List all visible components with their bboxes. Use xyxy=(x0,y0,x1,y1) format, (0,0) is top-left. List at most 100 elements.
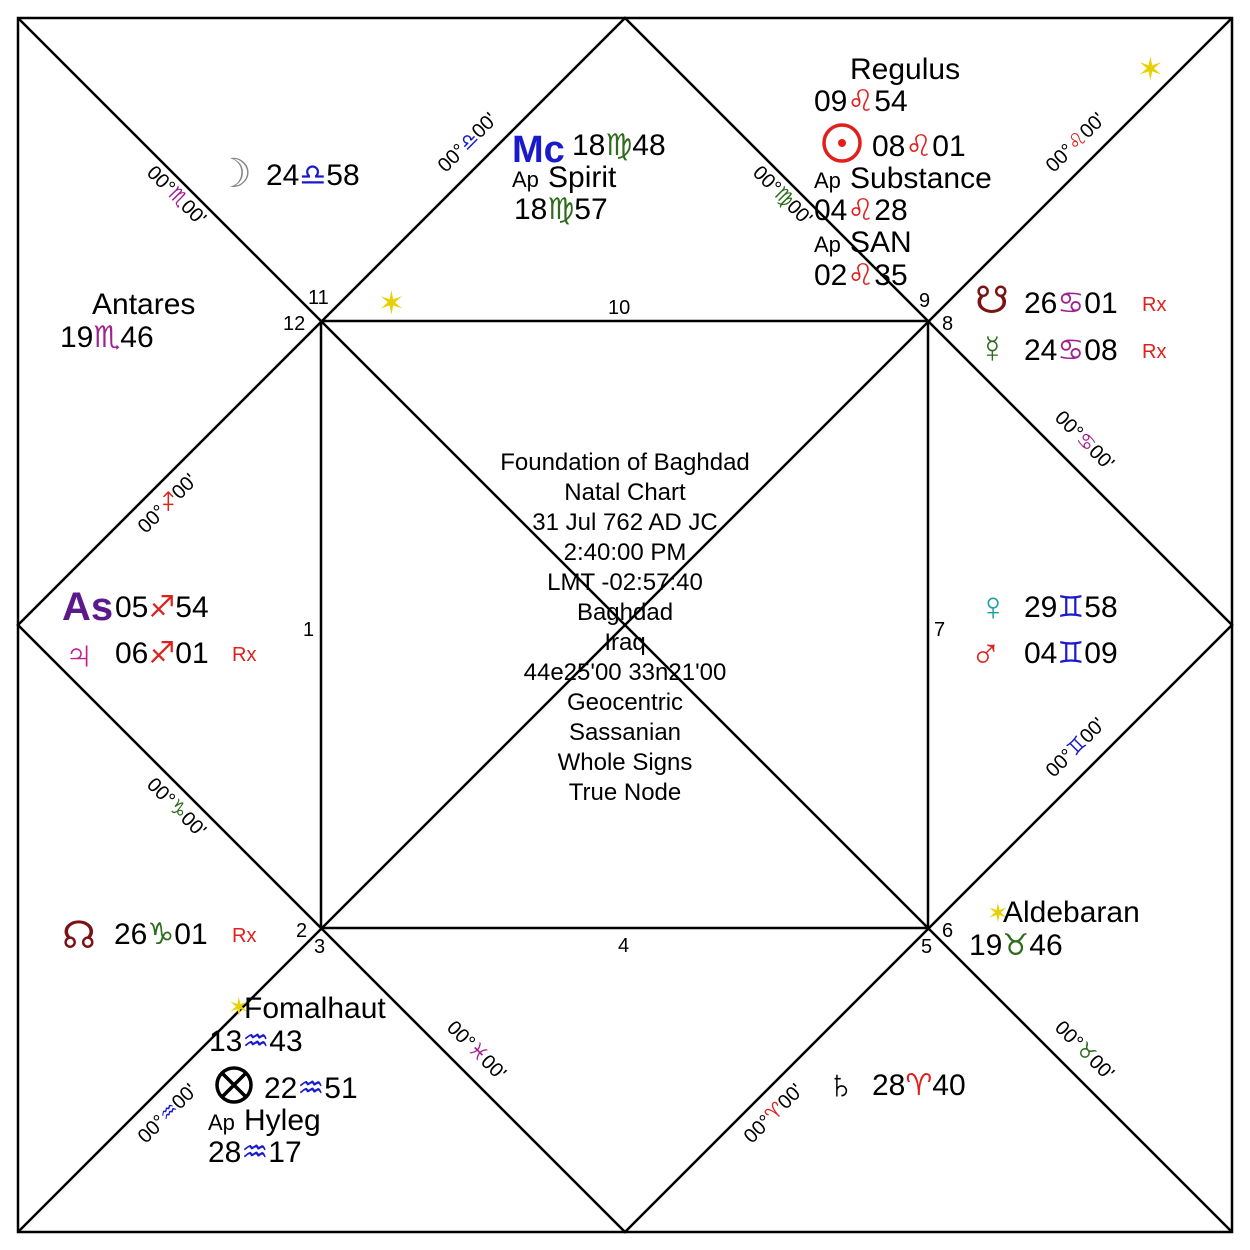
venus-icon: ♀ xyxy=(978,585,1008,629)
house-numbers: 1 2 3 4 5 6 7 8 9 10 11 12 xyxy=(283,287,953,958)
inner-diamond xyxy=(16,16,1234,1234)
spirit-degree: 18♍57 xyxy=(514,193,608,226)
cusp-scorpio: 00°♏00' xyxy=(142,162,210,230)
cusp-sagittarius: 00°♐00' xyxy=(134,470,202,538)
fomalhaut-degree: 13♒43 xyxy=(209,1025,303,1058)
inner-square xyxy=(319,319,930,930)
sun-degree: 08♌01 xyxy=(872,130,966,163)
jupiter-retro: Rx xyxy=(232,644,256,666)
chart-geocentric: Geocentric xyxy=(567,689,683,716)
mc-position: Mc 18♍48 Ap Spirit 18♍57 xyxy=(512,129,666,226)
ascendant-degree: 05♐54 xyxy=(115,591,209,624)
chart-time: 2:40:00 PM xyxy=(564,539,687,566)
house-number-5: 5 xyxy=(921,936,932,958)
sun-icon xyxy=(822,123,862,163)
moon-degree: 24♎58 xyxy=(266,159,360,192)
chart-ayanamsa: Sassanian xyxy=(569,719,681,746)
house-number-1: 1 xyxy=(303,619,314,641)
cusp-aquarius: 00°♒00' xyxy=(134,1080,202,1148)
cusp-cancer: 00°♋00' xyxy=(1050,407,1118,475)
house8-planets: ☋ 26♋01 Rx ☿ 24♋08 Rx xyxy=(975,280,1166,371)
north-node-icon: ☊ xyxy=(62,915,96,957)
star-icon: ✶ xyxy=(228,992,250,1022)
house-number-10: 10 xyxy=(608,297,630,319)
mercury-retro: Rx xyxy=(1142,341,1166,363)
aldebaran-label: Aldebaran xyxy=(1003,896,1140,929)
house-number-7: 7 xyxy=(934,619,945,641)
svg-text:00°♈00': 00°♈00' xyxy=(740,1080,808,1148)
center-info: Foundation of Baghdad Natal Chart 31 Jul… xyxy=(500,449,750,806)
fortune-degree: 22♒51 xyxy=(264,1072,358,1105)
chart-frame xyxy=(16,16,1234,1234)
star-markers: ✶ ✶ ✶ ✶ xyxy=(228,51,1164,1022)
ascendant-icon: As xyxy=(62,585,113,629)
svg-text:00°♊00': 00°♊00' xyxy=(1042,714,1110,782)
hyleg-degree: 28♒17 xyxy=(208,1136,302,1169)
mercury-icon: ☿ xyxy=(978,329,1007,371)
chart-house-system: Whole Signs xyxy=(558,749,693,776)
house3-planets: Fomalhaut 13♒43 22♒51 Ap Hyleg 28♒17 xyxy=(208,992,386,1169)
diagonal-2 xyxy=(17,17,1233,1233)
star-icon: ✶ xyxy=(378,285,405,321)
star-icon: ✶ xyxy=(987,898,1009,928)
star-icon: ✶ xyxy=(1137,51,1164,87)
san-prefix: Ap xyxy=(814,232,841,257)
south-node-icon: ☋ xyxy=(975,280,1009,322)
mc-icon: Mc xyxy=(512,129,565,171)
jupiter-icon: ♃ xyxy=(64,633,94,677)
aldebaran-group: Aldebaran 19♉46 xyxy=(969,896,1140,962)
svg-text:00°♒00': 00°♒00' xyxy=(134,1080,202,1148)
svg-text:00°♎00': 00°♎00' xyxy=(434,109,502,177)
chart-node-type: True Node xyxy=(569,779,682,806)
svg-text:00°♍00': 00°♍00' xyxy=(748,162,816,230)
svg-text:00°♐00': 00°♐00' xyxy=(134,470,202,538)
south-node-degree: 26♋01 xyxy=(1024,287,1118,320)
north-node-group: ☊ 26♑01 Rx xyxy=(62,915,256,957)
north-node-retro: Rx xyxy=(232,925,256,947)
house-number-11: 11 xyxy=(308,287,329,309)
chart-type: Natal Chart xyxy=(564,479,686,506)
spirit-prefix: Ap xyxy=(512,167,539,192)
house-number-2: 2 xyxy=(296,920,307,942)
chart-coordinates: 44e25'00 33n21'00 xyxy=(524,659,727,686)
regulus-degree: 09♌54 xyxy=(814,85,908,118)
antares-group: Antares 19♏46 xyxy=(60,288,195,354)
venus-degree: 29♊58 xyxy=(1024,591,1118,624)
house7-planets: ♀ 29♊58 ♂ 04♊09 xyxy=(970,585,1118,677)
aldebaran-degree: 19♉46 xyxy=(969,929,1063,962)
north-node-degree: 26♑01 xyxy=(114,918,208,951)
hyleg-prefix: Ap xyxy=(208,1110,235,1135)
cusp-pisces: 00°♓00' xyxy=(442,1017,510,1085)
regulus-group: Regulus 09♌54 08♌01 Ap Substance 04♌28 A… xyxy=(814,53,992,292)
house-number-12: 12 xyxy=(283,313,305,335)
mc-degree: 18♍48 xyxy=(572,129,666,162)
mars-degree: 04♊09 xyxy=(1024,637,1118,670)
substance-label: Substance xyxy=(850,162,992,195)
moon-position: ☽ 24♎58 xyxy=(216,152,360,196)
fomalhaut-label: Fomalhaut xyxy=(244,992,386,1025)
san-degree: 02♌35 xyxy=(814,259,908,292)
substance-degree: 04♌28 xyxy=(814,194,908,227)
south-node-retro: Rx xyxy=(1142,294,1166,316)
chart-country: Iraq xyxy=(604,629,645,656)
house-number-8: 8 xyxy=(942,313,953,335)
moon-icon: ☽ xyxy=(216,152,252,196)
cusp-aries: 00°♈00' xyxy=(740,1080,808,1148)
house-number-6: 6 xyxy=(942,920,953,942)
saturn-degree: 28♈40 xyxy=(872,1069,966,1102)
svg-text:00°♌00': 00°♌00' xyxy=(1042,109,1110,177)
san-label: SAN xyxy=(850,226,912,259)
svg-text:00°♉00': 00°♉00' xyxy=(1050,1017,1118,1085)
chart-date: 31 Jul 762 AD JC xyxy=(532,509,717,536)
jupiter-degree: 06♐01 xyxy=(115,637,209,670)
svg-text:00°♓00': 00°♓00' xyxy=(442,1017,510,1085)
saturn-icon: ♄ xyxy=(826,1063,856,1107)
svg-text:00°♋00': 00°♋00' xyxy=(1050,407,1118,475)
house-number-4: 4 xyxy=(618,935,629,957)
cusp-leo: 00°♌00' xyxy=(1042,109,1110,177)
antares-degree: 19♏46 xyxy=(60,321,154,354)
saturn-group: ♄ 28♈40 xyxy=(826,1063,966,1107)
mercury-degree: 24♋08 xyxy=(1024,334,1118,367)
cusp-libra: 00°♎00' xyxy=(434,109,502,177)
chart-title: Foundation of Baghdad xyxy=(500,449,750,476)
